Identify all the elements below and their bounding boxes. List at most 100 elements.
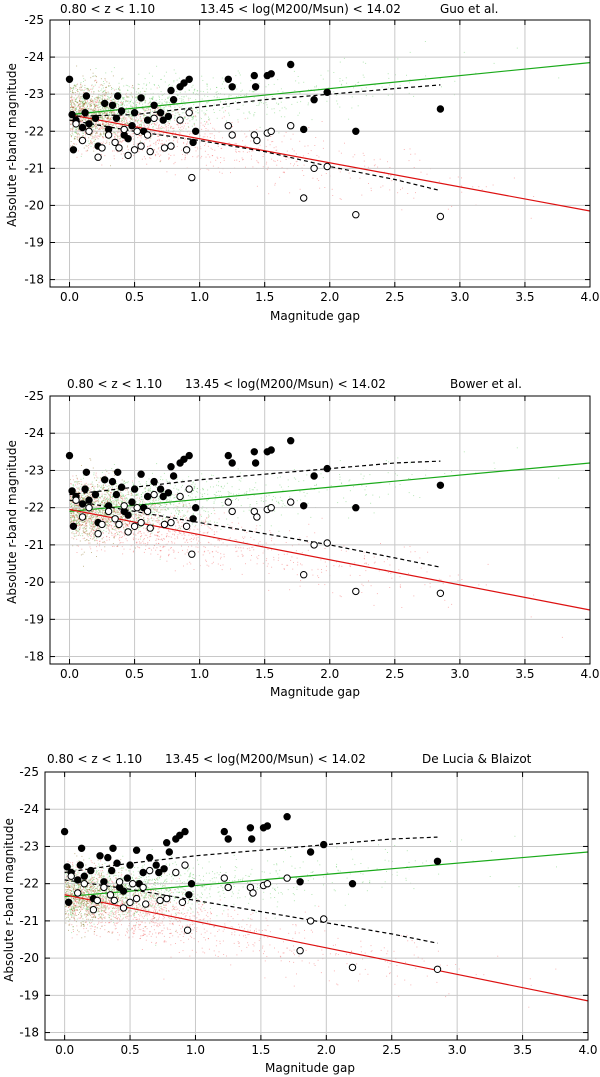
cloud-dot-green bbox=[133, 103, 134, 105]
cloud-dot-red bbox=[332, 195, 334, 196]
cloud-dot-green bbox=[148, 518, 150, 520]
cloud-dot-green bbox=[103, 134, 105, 136]
cloud-dot-red bbox=[103, 499, 105, 501]
cloud-dot-green bbox=[103, 487, 105, 488]
cloud-dot-red bbox=[140, 530, 141, 532]
cloud-dot-core bbox=[81, 101, 83, 103]
cloud-dot-core bbox=[94, 110, 95, 111]
cloud-dot-green bbox=[92, 114, 94, 116]
cloud-dot-core bbox=[105, 122, 107, 124]
cloud-dot-core bbox=[75, 104, 77, 106]
cloud-dot-green bbox=[158, 96, 160, 98]
cloud-dot-red bbox=[158, 142, 159, 144]
cloud-dot-red bbox=[78, 110, 79, 112]
cloud-dot-red bbox=[193, 537, 195, 539]
cloud-dot-green bbox=[122, 515, 124, 517]
cloud-dot-core bbox=[103, 95, 105, 96]
cloud-dot-red bbox=[201, 128, 203, 130]
cloud-dot-green bbox=[365, 62, 367, 64]
cloud-dot-green bbox=[110, 114, 111, 116]
cloud-dot-green bbox=[149, 101, 151, 103]
cloud-dot-red bbox=[283, 135, 285, 137]
cloud-dot-red bbox=[231, 528, 233, 530]
cloud-dot-red bbox=[287, 564, 289, 566]
cloud-dot-green bbox=[245, 493, 247, 495]
filled-point bbox=[352, 127, 360, 136]
cloud-dot-green bbox=[424, 41, 426, 42]
cloud-dot-red bbox=[95, 539, 97, 541]
cloud-dot-green bbox=[161, 107, 163, 109]
cloud-dot-green bbox=[130, 105, 132, 107]
cloud-dot-green bbox=[164, 100, 166, 102]
cloud-dot-red bbox=[138, 115, 140, 117]
cloud-dot-red bbox=[195, 150, 197, 152]
observed-points bbox=[65, 60, 445, 221]
cloud-dot-core bbox=[141, 120, 143, 122]
cloud-dot-red bbox=[119, 124, 121, 126]
cloud-dot-green bbox=[381, 86, 383, 88]
cloud-dot-red bbox=[131, 136, 132, 138]
cloud-dot-red bbox=[79, 108, 81, 110]
cloud-dot-green bbox=[98, 112, 100, 114]
cloud-dot-red bbox=[168, 129, 170, 131]
cloud-dot-green bbox=[169, 503, 171, 505]
cloud-dot-core bbox=[96, 76, 97, 78]
cloud-dot-red bbox=[137, 526, 139, 528]
cloud-dot-green bbox=[204, 114, 206, 116]
cloud-dot-green bbox=[161, 128, 163, 129]
cloud-dot-red bbox=[147, 127, 149, 129]
cloud-dot-red bbox=[204, 133, 206, 135]
cloud-dot-green bbox=[75, 128, 77, 130]
cloud-dot-red bbox=[83, 532, 85, 534]
cloud-dot-red bbox=[333, 565, 335, 567]
cloud-dot-core bbox=[85, 101, 87, 103]
cloud-dot-green bbox=[86, 102, 88, 104]
cloud-dot-green bbox=[161, 95, 163, 96]
cloud-dot-red bbox=[137, 137, 139, 139]
cloud-dot-green bbox=[85, 121, 87, 123]
cloud-dot-red bbox=[105, 122, 107, 124]
cloud-dot-green bbox=[558, 477, 560, 479]
cloud-dot-red bbox=[117, 129, 119, 131]
cloud-dot-core bbox=[112, 124, 114, 126]
cloud-dot-red bbox=[217, 563, 219, 565]
cloud-dot-red bbox=[251, 546, 253, 548]
cloud-dot-green bbox=[249, 90, 251, 92]
cloud-dot-red bbox=[81, 484, 83, 486]
cloud-dot-green bbox=[150, 506, 151, 508]
cloud-dot-core bbox=[102, 96, 104, 98]
cloud-dot-green bbox=[83, 493, 85, 495]
cloud-dot-green bbox=[202, 488, 204, 490]
cloud-dot-green bbox=[397, 457, 399, 459]
cloud-dot-green bbox=[297, 114, 299, 116]
cloud-dot-green bbox=[169, 499, 170, 501]
cloud-dot-green bbox=[284, 505, 286, 507]
cloud-dot-green bbox=[105, 122, 107, 123]
cloud-dot-green bbox=[109, 114, 110, 116]
cloud-dot-red bbox=[235, 149, 237, 150]
cloud-dot-green bbox=[99, 129, 101, 131]
cloud-dot-green bbox=[149, 82, 150, 84]
cloud-dot-green bbox=[103, 124, 105, 126]
cloud-dot-red bbox=[144, 109, 146, 111]
cloud-dot-red bbox=[85, 102, 86, 104]
cloud-dot-red bbox=[159, 155, 160, 157]
cloud-dot-red bbox=[72, 99, 74, 101]
cloud-dot-green bbox=[236, 108, 238, 110]
cloud-dot-green bbox=[155, 99, 157, 101]
cloud-dot-green bbox=[208, 101, 210, 103]
cloud-dot-red bbox=[90, 536, 92, 538]
cloud-dot-red bbox=[95, 512, 97, 514]
cloud-dot-red bbox=[157, 135, 159, 137]
cloud-dot-red bbox=[183, 142, 185, 144]
cloud-dot-red bbox=[70, 519, 72, 520]
cloud-dot-green bbox=[163, 107, 165, 109]
cloud-dot-red bbox=[74, 503, 76, 505]
cloud-dot-core bbox=[105, 92, 107, 94]
cloud-dot-green bbox=[119, 98, 121, 100]
cloud-dot-green bbox=[131, 115, 133, 117]
cloud-dot-red bbox=[137, 114, 139, 115]
cloud-dot-red bbox=[104, 121, 106, 123]
cloud-dot-red bbox=[340, 152, 342, 154]
cloud-dot-core bbox=[70, 87, 72, 88]
